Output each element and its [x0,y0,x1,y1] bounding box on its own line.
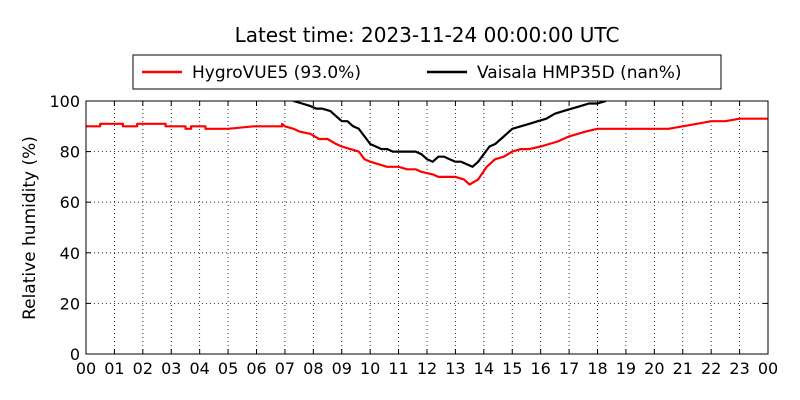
x-tick-label: 09 [332,359,352,378]
x-tick-label: 20 [644,359,664,378]
ticks: 00 01 02 03 04 05 06 07 08 09 10 11 12 13 14 15 16 17 18 19… [49,92,778,378]
x-tick-label: 14 [474,359,494,378]
legend-label-vaisala: Vaisala HMP35D (nan%) [477,63,681,83]
x-tick-label: 03 [161,359,181,378]
x-tick-label: 22 [701,359,721,378]
x-tick-label: 05 [218,359,238,378]
series-line-vaisala [293,101,607,168]
y-axis-label: Relative humidity (%) [20,136,40,320]
x-tick-label: 08 [303,359,323,378]
y-tick-label: 0 [70,345,80,364]
x-tick-label: 13 [445,359,465,378]
x-tick-label: 04 [189,359,209,378]
x-tick-label: 16 [530,359,550,378]
x-tick-label: 11 [388,359,408,378]
y-tick-label: 60 [60,193,80,212]
x-tick-label: 17 [559,359,579,378]
series-line-hygrovue5 [86,117,768,186]
x-tick-label: 10 [360,359,380,378]
x-tick-label: 01 [104,359,124,378]
plot-frame [85,100,769,355]
chart-title: Latest time: 2023-11-24 00:00:00 UTC [235,23,620,47]
x-tick-label: 19 [616,359,636,378]
x-tick-label: 18 [587,359,607,378]
grid [86,101,768,354]
x-tick-label: 21 [673,359,693,378]
series-group [86,101,768,186]
x-tick-label: 23 [729,359,749,378]
x-tick-label: 06 [246,359,266,378]
x-tick-label: 12 [417,359,437,378]
legend: HygroVUE5 (93.0%) Vaisala HMP35D (nan%) [132,54,722,90]
x-tick-label: 07 [275,359,295,378]
y-tick-label: 100 [49,92,80,111]
x-tick-label: 15 [502,359,522,378]
x-tick-label: 02 [133,359,153,378]
y-tick-label: 80 [60,143,80,162]
legend-label-hygrovue5: HygroVUE5 (93.0%) [192,63,361,83]
y-tick-label: 20 [60,294,80,313]
y-tick-label: 40 [60,244,80,263]
x-tick-label: 00 [758,359,778,378]
x-tick-label: 00 [76,359,96,378]
